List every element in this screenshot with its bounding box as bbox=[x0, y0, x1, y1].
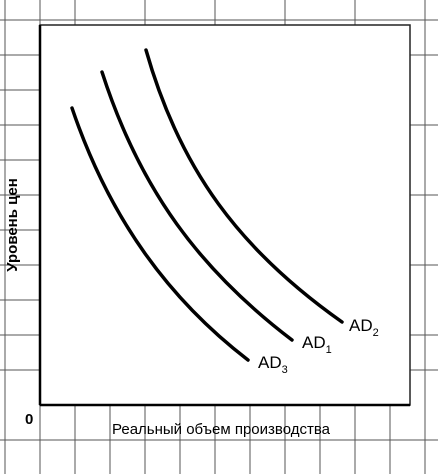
curve-ad2 bbox=[144, 48, 344, 324]
curve-name: AD bbox=[302, 333, 326, 352]
curve-subscript: 2 bbox=[373, 327, 379, 339]
curve-subscript: 3 bbox=[282, 364, 288, 376]
curve-label: AD3 bbox=[258, 353, 288, 376]
y-axis-label: Уровень цен bbox=[4, 178, 21, 272]
origin-label: 0 bbox=[25, 411, 33, 428]
curve-name: AD bbox=[258, 353, 282, 372]
curve-label: AD1 bbox=[302, 333, 332, 356]
curve-subscript: 1 bbox=[326, 344, 332, 356]
curve-name: AD bbox=[349, 316, 373, 335]
curve-ad1 bbox=[100, 70, 294, 342]
x-axis-label: Реальный объем производства bbox=[112, 421, 331, 438]
curve-ad3 bbox=[70, 106, 250, 362]
curve-label: AD2 bbox=[349, 316, 379, 339]
